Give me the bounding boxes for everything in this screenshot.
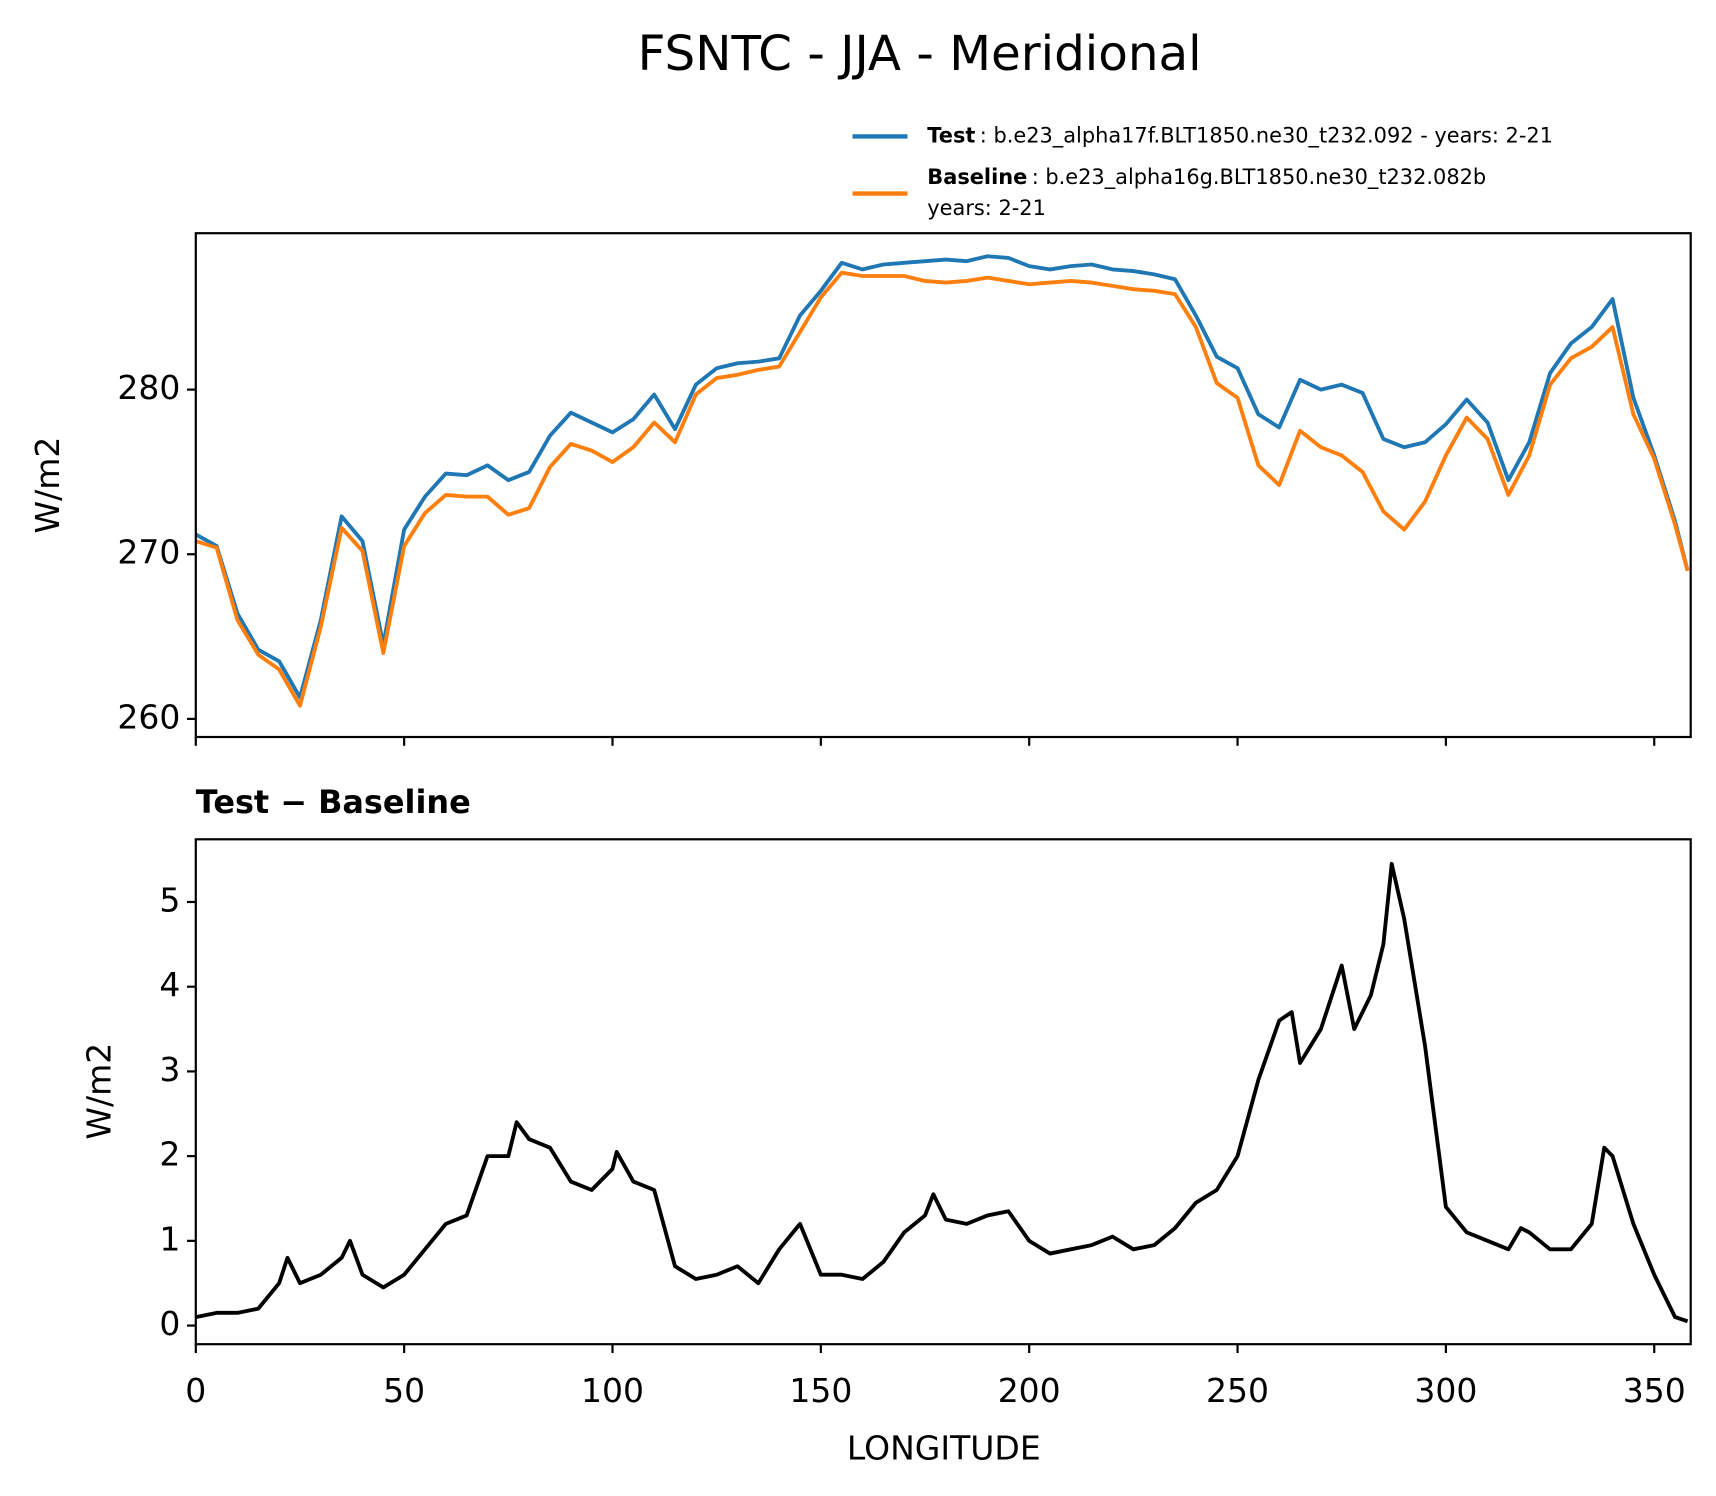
x-axis-label: LONGITUDE (847, 1428, 1041, 1467)
y-axis-label: W/m2 (28, 437, 67, 534)
y-tick-label: 4 (159, 965, 180, 1004)
legend-text: years: 2-21 (927, 196, 1046, 220)
legend-name: Test (927, 123, 975, 147)
y-tick-label: 0 (159, 1304, 180, 1343)
y-tick-label: 5 (159, 880, 180, 919)
plot-frame (194, 232, 1692, 739)
x-tick-label: 200 (998, 1371, 1061, 1410)
legend-name: Baseline (927, 165, 1027, 189)
data-line (195, 270, 1690, 708)
x-tick-label: 150 (789, 1371, 852, 1410)
plot-frame (194, 838, 1692, 1346)
y-tick-label: 3 (159, 1050, 180, 1089)
x-tick-label: 300 (1414, 1371, 1477, 1410)
x-tick-label: 350 (1623, 1371, 1686, 1410)
chart-title: FSNTC - JJA - Meridional (638, 26, 1202, 82)
y-tick-label: 280 (117, 368, 180, 407)
x-tick-label: 250 (1206, 1371, 1269, 1410)
y-tick-label: 1 (159, 1219, 180, 1258)
y-tick-label: 260 (117, 697, 180, 736)
x-tick-label: 0 (185, 1371, 206, 1410)
data-line (194, 254, 1690, 700)
panel-title: Test − Baseline (196, 783, 471, 821)
legend-text: : b.e23_alpha17f.BLT1850.ne30_t232.092 -… (980, 123, 1553, 148)
y-axis-label: W/m2 (80, 1043, 119, 1140)
y-tick-label: 2 (159, 1135, 180, 1174)
x-tick-label: 100 (581, 1371, 644, 1410)
data-line (195, 861, 1689, 1324)
x-tick-label: 50 (383, 1371, 425, 1410)
y-tick-label: 270 (117, 533, 180, 572)
legend-text: : b.e23_alpha16g.BLT1850.ne30_t232.082b (1032, 165, 1486, 190)
